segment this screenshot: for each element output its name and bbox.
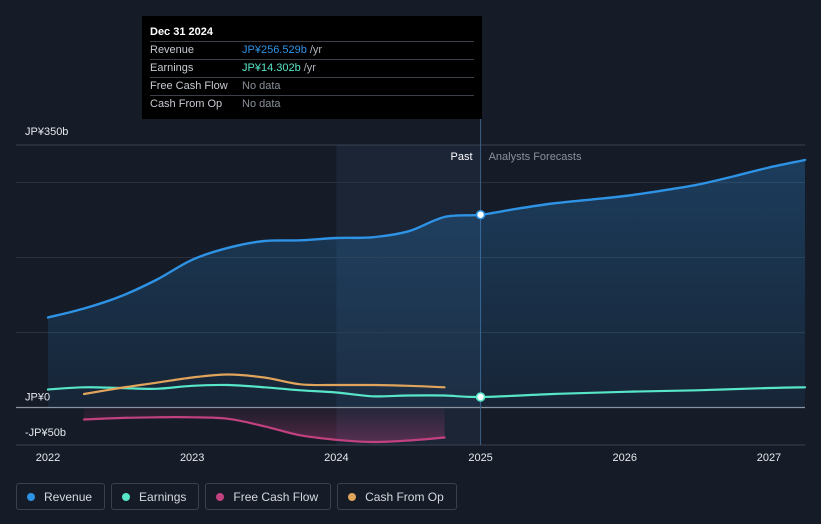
tooltip-value: JP¥256.529b: [242, 44, 307, 56]
tooltip-value: No data: [242, 80, 281, 92]
free-cash-flow-area: [84, 407, 445, 443]
tooltip-unit: /yr: [303, 62, 316, 74]
tooltip-row-earnings: Earnings JP¥14.302b /yr: [150, 59, 474, 77]
tooltip-row-free-cash-flow: Free Cash Flow No data: [150, 77, 474, 95]
x-tick-label: 2023: [180, 452, 204, 464]
tooltip-value: JP¥14.302b: [242, 62, 301, 74]
past-label: Past: [451, 151, 473, 163]
legend-item-cash-from-op[interactable]: Cash From Op: [337, 483, 457, 510]
chart-legend: Revenue Earnings Free Cash Flow Cash Fro…: [16, 483, 457, 510]
y-tick-label: -JP¥50b: [25, 427, 66, 439]
tooltip-date: Dec 31 2024: [150, 26, 213, 38]
legend-label: Revenue: [44, 489, 93, 504]
data-tooltip: Dec 31 2024 Revenue JP¥256.529b /yr Earn…: [142, 16, 482, 119]
legend-item-revenue[interactable]: Revenue: [16, 483, 106, 510]
y-tick-label: JP¥0: [25, 392, 50, 404]
legend-dot-icon: [122, 492, 131, 501]
tooltip-label: Earnings: [150, 62, 194, 74]
free-cash-flow-line: [82, 416, 446, 444]
legend-item-free-cash-flow[interactable]: Free Cash Flow: [205, 483, 332, 510]
legend-item-earnings[interactable]: Earnings: [111, 483, 200, 510]
tooltip-unit: /yr: [309, 44, 323, 56]
tooltip-label: Free Cash Flow: [150, 80, 228, 92]
cash-from-op-line: [82, 373, 446, 396]
y-tick-label: JP¥350b: [25, 126, 68, 138]
x-tick-label: 2024: [324, 452, 348, 464]
tooltip-label: Revenue: [150, 44, 195, 56]
revenue-area: [48, 160, 805, 408]
legend-label: Earnings: [139, 489, 187, 504]
x-tick-label: 2027: [757, 452, 781, 464]
tooltip-value: No data: [242, 98, 281, 110]
earnings-marker: [475, 392, 486, 402]
legend-dot-icon: [216, 492, 225, 501]
x-tick-label: 2022: [36, 452, 60, 464]
tooltip-label: Cash From Op: [150, 98, 223, 110]
revenue-marker: [475, 209, 486, 220]
legend-label: Free Cash Flow: [233, 489, 319, 504]
legend-dot-icon: [27, 492, 35, 501]
legend-dot-icon: [348, 492, 357, 501]
earnings-line: [46, 383, 807, 399]
x-tick-label: 2026: [613, 452, 637, 464]
x-tick-label: 2025: [468, 452, 492, 464]
tooltip-row-cash-from-op: Cash From Op No data: [150, 95, 474, 113]
forecast-label: Analysts Forecasts: [489, 151, 582, 163]
tooltip-row-revenue: Revenue JP¥256.529b /yr: [150, 41, 474, 59]
revenue-line: [46, 158, 807, 319]
legend-label: Cash From Op: [365, 489, 444, 504]
